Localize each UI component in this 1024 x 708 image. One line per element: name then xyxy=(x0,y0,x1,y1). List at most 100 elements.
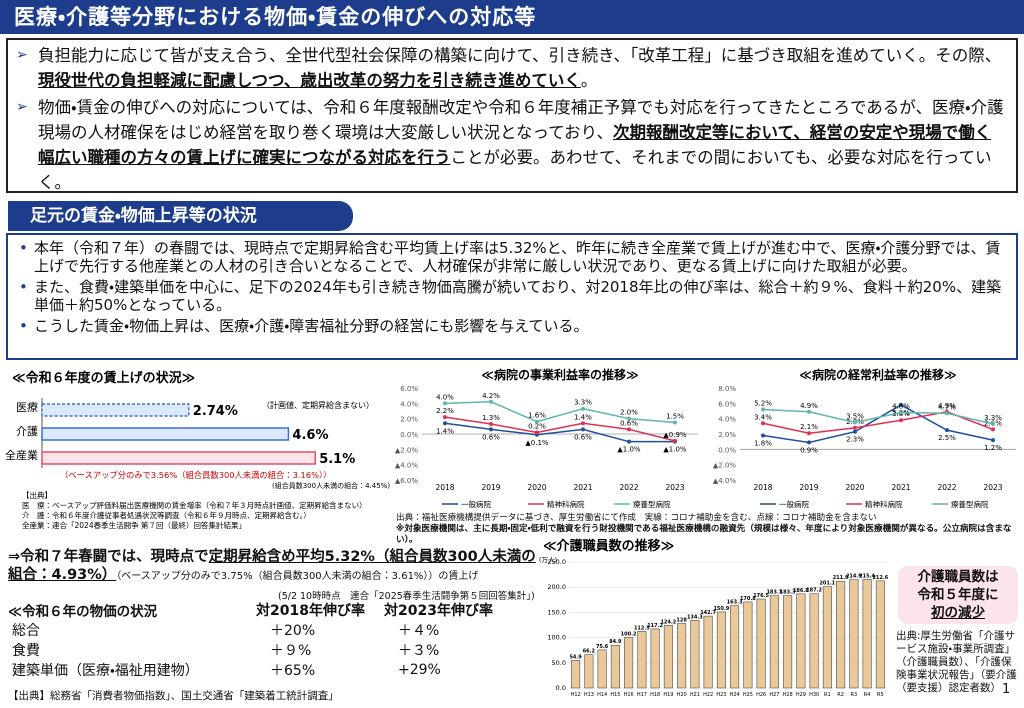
category-label: 介護 xyxy=(16,424,38,438)
x-tick-label: 2023 xyxy=(665,483,684,492)
value-label: 3.5% xyxy=(846,413,864,421)
callout-line: 令和５年度に xyxy=(917,587,999,603)
value-label: 1.6% xyxy=(528,412,546,420)
x-tick-label: H14 xyxy=(597,692,607,698)
value-label: 4.6% xyxy=(292,428,328,443)
cell: ＋３% xyxy=(398,643,440,659)
value-label: 0.6% xyxy=(620,419,638,427)
point xyxy=(899,402,903,407)
value-label: 4.0% xyxy=(436,393,454,401)
point xyxy=(535,430,539,435)
table-source: 【出典】総務省「消費者物価指数」、国土交通省「建築着工統計調査」 xyxy=(8,690,339,702)
legend-label: 療養型病院 xyxy=(951,499,989,509)
value-label: 0.6% xyxy=(482,433,500,441)
value-label: 0.9% xyxy=(800,446,818,454)
bar xyxy=(822,586,832,689)
value-label: 2.2% xyxy=(436,407,454,415)
category-label: 全産業 xyxy=(5,448,38,462)
value-label: 112.5 xyxy=(634,625,650,631)
y-tick-label: 2.0% xyxy=(400,416,418,424)
x-tick-label: H26 xyxy=(756,692,766,698)
bar xyxy=(637,631,647,689)
x-tick-label: R4 xyxy=(864,692,871,698)
point xyxy=(627,427,631,432)
intro-text: 負担能力に応じて皆が支え合う、全世代型社会保障の構築に向けて、引き続き、「改革工… xyxy=(38,46,1002,65)
point xyxy=(853,425,857,430)
intro-text: ことが必要。あわせて、それまでの間においても、必要な対応を行っていく。 xyxy=(38,148,992,192)
x-tick-label: H25 xyxy=(743,692,753,698)
x-tick-label: H12 xyxy=(571,692,581,698)
hospital-source: 出典：福祉医療機構提供データに基づき、厚生労働省にて作成 実線：コロナ補助金を含… xyxy=(396,513,1024,546)
point xyxy=(853,429,857,434)
value-label: 1.4% xyxy=(436,427,454,435)
bar xyxy=(610,644,620,689)
y-tick-label: ▲2.0% xyxy=(395,446,419,454)
x-tick-label: 2018 xyxy=(753,483,772,492)
value-label: 2.3% xyxy=(846,436,864,444)
x-tick-label: 2018 xyxy=(435,483,454,492)
care-source: 出典:厚生労働省「介護サービス施設・事業所調査」（介護職員数）、「介護保険事業状… xyxy=(896,630,1017,694)
spring-wage: ⇒令和７年春闘では、現時点で定期昇給含め平均5.32%（組合員数300人未満の組… xyxy=(8,548,538,606)
value-label: 4.9% xyxy=(938,402,956,410)
point xyxy=(899,418,903,423)
point xyxy=(581,421,585,426)
point xyxy=(991,438,995,443)
point xyxy=(807,409,811,414)
spacer xyxy=(8,600,252,620)
value-label: 163.3 xyxy=(727,600,743,606)
y-tick-label: 6.0% xyxy=(400,385,418,393)
x-tick-label: 2020 xyxy=(845,483,864,492)
point xyxy=(489,422,493,427)
x-tick-label: R3 xyxy=(851,692,858,698)
source-line: 介 護：令和６年度介護従事者処遇状況等調査（令和６年９月時点、定期昇給含む。） xyxy=(22,510,311,520)
spring-tail: （ベースアップ分のみで3.75%（組合員数300人未満の組合：3.61%））の賃… xyxy=(116,571,479,582)
point xyxy=(489,427,493,432)
chart-note: （計画値、定期昇給含まない） xyxy=(262,400,374,410)
section-bullet: また、食費・建築単価を中心に、足下の2024年も引き続き物価高騰が続いており、対… xyxy=(16,278,1006,314)
point xyxy=(807,431,811,436)
point xyxy=(945,428,949,433)
value-label: 128 xyxy=(676,617,687,623)
x-tick-label: H13 xyxy=(584,692,594,698)
point xyxy=(673,438,677,443)
bar xyxy=(862,579,872,689)
x-tick-label: 2021 xyxy=(573,483,592,492)
y-tick-label: 0.0 xyxy=(556,684,566,692)
value-label: 3.3% xyxy=(574,399,592,407)
y-tick-label: 50.0 xyxy=(552,659,566,667)
value-label: 211.9 xyxy=(833,575,849,581)
x-tick-label: H28 xyxy=(783,692,793,698)
cell: 建築単価（医療・福祉用建物） xyxy=(12,663,199,679)
value-label: ▲0.1% xyxy=(525,439,549,447)
spring-emphasis: 定期昇給含め平均5.32%（組合員数300人未満の組合：4.93%） xyxy=(8,549,536,583)
bar xyxy=(41,427,290,441)
section-bullet: 本年（令和７年）の春闘では、現時点で定期昇給含む平均賃上げ率は5.32%と、昨年… xyxy=(16,239,1006,275)
point xyxy=(991,422,995,427)
y-tick-label: 0.0% xyxy=(400,431,418,439)
x-tick-label: 2020 xyxy=(527,483,546,492)
value-label: 54.9 xyxy=(569,654,582,660)
series-line xyxy=(762,408,994,425)
value-label: 4.9% xyxy=(800,402,818,410)
section-title: 足元の賃金・物価上昇等の状況 xyxy=(8,201,353,231)
value-label: ▲0.9% xyxy=(663,431,687,439)
x-tick-label: 2022 xyxy=(937,483,956,492)
cell: ＋20% xyxy=(270,623,316,639)
y-tick-label: ▲4.0% xyxy=(713,477,737,485)
bar xyxy=(584,654,594,689)
intro-text: 次期報酬改定等において、経営の安定や現場で働く幅広い職種の方々の賃上げに確実につ… xyxy=(38,123,992,167)
value-label: 201.1 xyxy=(819,581,835,587)
value-label: 2.1% xyxy=(800,423,818,431)
x-tick-label: H30 xyxy=(809,692,819,698)
value-label: 150.9 xyxy=(713,606,729,612)
value-label: 186.8 xyxy=(793,588,809,594)
series-line xyxy=(444,416,676,442)
unit-label: (万人) xyxy=(539,556,557,564)
ordinary-chart: ≪病院の経常利益率の推移≫ 8.0% 6.0% 4.0% 2.0% 0.0% ▲2.0% ▲4… xyxy=(713,368,1016,509)
value-label: 1.8% xyxy=(754,440,772,448)
x-tick-label: H23 xyxy=(716,692,726,698)
value-label: ▲1.0% xyxy=(663,446,687,454)
y-tick-label: ▲4.0% xyxy=(395,462,419,470)
x-tick-label: 2021 xyxy=(891,483,910,492)
value-label: 2.74% xyxy=(193,404,238,419)
